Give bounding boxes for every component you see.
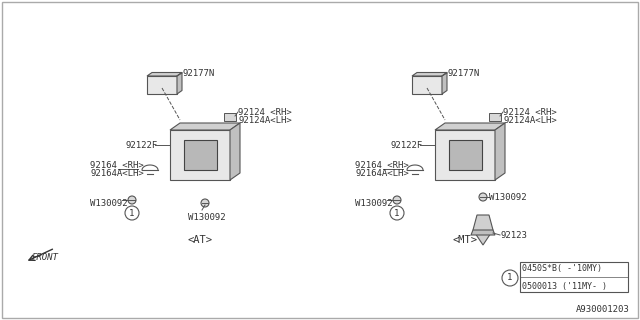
- Circle shape: [479, 193, 487, 201]
- Text: W130092: W130092: [355, 198, 392, 207]
- Polygon shape: [224, 113, 236, 121]
- Polygon shape: [471, 230, 495, 235]
- Text: 92123: 92123: [500, 230, 527, 239]
- Text: FRONT: FRONT: [31, 252, 58, 261]
- Circle shape: [502, 270, 518, 286]
- Polygon shape: [170, 130, 230, 180]
- Text: <MT>: <MT>: [452, 235, 477, 245]
- Polygon shape: [449, 140, 481, 170]
- Text: 92124 <RH>: 92124 <RH>: [238, 108, 292, 116]
- Text: 1: 1: [129, 209, 134, 218]
- Circle shape: [125, 206, 139, 220]
- Polygon shape: [435, 130, 495, 180]
- Polygon shape: [473, 215, 493, 245]
- Text: 92164 <RH>: 92164 <RH>: [355, 161, 409, 170]
- Circle shape: [201, 199, 209, 207]
- Text: A930001203: A930001203: [576, 306, 630, 315]
- Circle shape: [393, 196, 401, 204]
- Text: 92164A<LH>: 92164A<LH>: [90, 169, 144, 178]
- Polygon shape: [435, 123, 505, 130]
- Text: 92164A<LH>: 92164A<LH>: [355, 169, 409, 178]
- Text: 1: 1: [508, 274, 513, 283]
- Text: 92124A<LH>: 92124A<LH>: [503, 116, 557, 124]
- Text: 92124 <RH>: 92124 <RH>: [503, 108, 557, 116]
- Text: <AT>: <AT>: [188, 235, 212, 245]
- Text: W130092: W130092: [489, 193, 527, 202]
- Polygon shape: [489, 113, 501, 121]
- Circle shape: [390, 206, 404, 220]
- Text: 92177N: 92177N: [447, 68, 479, 77]
- Polygon shape: [184, 140, 216, 170]
- Text: 92122F: 92122F: [390, 140, 422, 149]
- Bar: [520, 262, 628, 292]
- Polygon shape: [147, 76, 177, 94]
- Text: W130092: W130092: [188, 213, 226, 222]
- Text: 0500013 ('11MY- ): 0500013 ('11MY- ): [522, 282, 607, 291]
- Circle shape: [128, 196, 136, 204]
- Polygon shape: [442, 73, 447, 94]
- Polygon shape: [230, 123, 240, 180]
- Text: W130092: W130092: [90, 198, 127, 207]
- Text: 92122F: 92122F: [125, 140, 157, 149]
- Text: 92164 <RH>: 92164 <RH>: [90, 161, 144, 170]
- Text: 0450S*B( -'10MY): 0450S*B( -'10MY): [522, 263, 602, 273]
- Text: 92124A<LH>: 92124A<LH>: [238, 116, 292, 124]
- Polygon shape: [412, 73, 447, 76]
- Polygon shape: [170, 123, 240, 130]
- Polygon shape: [147, 73, 182, 76]
- Polygon shape: [177, 73, 182, 94]
- Polygon shape: [412, 76, 442, 94]
- Text: 1: 1: [394, 209, 400, 218]
- Polygon shape: [495, 123, 505, 180]
- Text: 92177N: 92177N: [182, 68, 214, 77]
